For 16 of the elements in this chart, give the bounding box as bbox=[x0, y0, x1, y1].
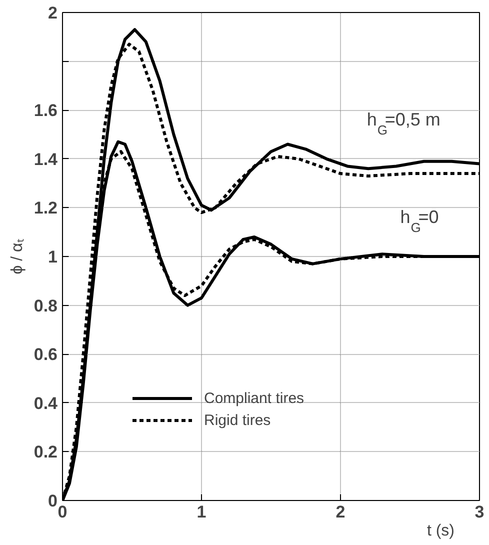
legend-label: Compliant tires bbox=[204, 390, 304, 406]
y-tick-label: 1.4 bbox=[34, 150, 58, 169]
x-tick-label: 2 bbox=[336, 502, 346, 522]
y-tick-label: 1.6 bbox=[34, 101, 58, 120]
y-tick-label: 1 bbox=[48, 248, 58, 266]
y-tick-label: 0.6 bbox=[34, 345, 58, 364]
x-tick-label: 3 bbox=[474, 502, 484, 522]
y-tick-label: 0.4 bbox=[34, 394, 58, 413]
legend-label: Rigid tires bbox=[204, 412, 271, 428]
y-tick-label: 2 bbox=[48, 4, 58, 22]
y-tick-label: 1.2 bbox=[34, 198, 58, 218]
x-tick-label: 1 bbox=[196, 502, 206, 522]
y-tick-label: 0.2 bbox=[34, 442, 58, 462]
x-axis-title: t (s) bbox=[426, 522, 454, 540]
y-axis-title: ϕ / αₜ bbox=[8, 238, 26, 274]
y-tick-label: 0.8 bbox=[34, 296, 58, 316]
